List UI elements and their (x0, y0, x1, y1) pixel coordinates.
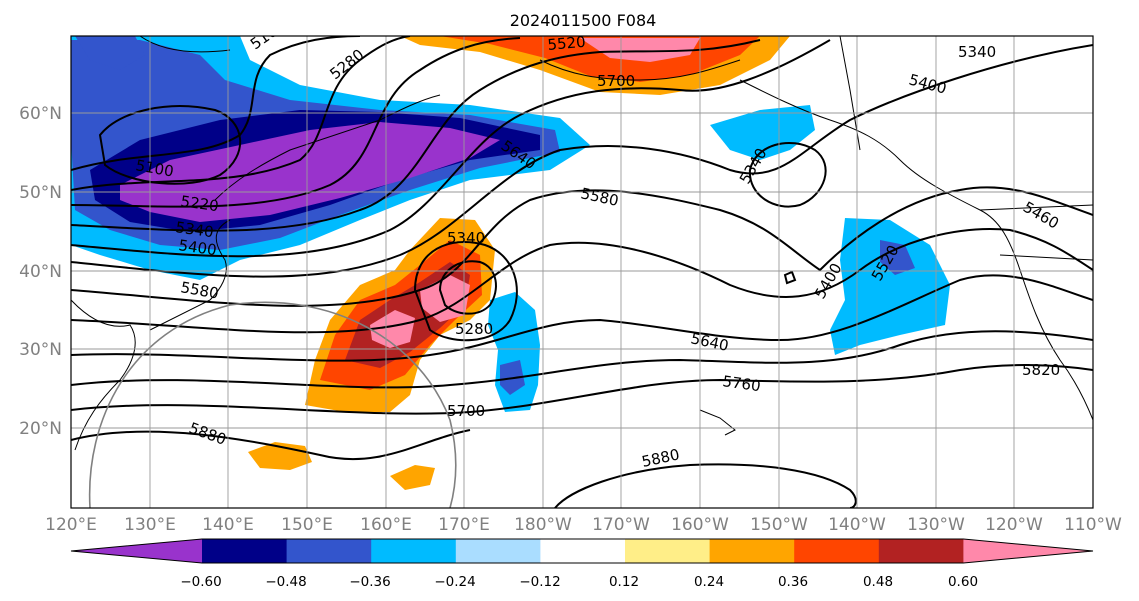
lon-label: 110°W (1064, 515, 1122, 535)
anomaly-shading (71, 36, 950, 490)
lon-label: 180°W (514, 515, 572, 535)
colorbar-tick-label: 0.48 (863, 574, 893, 590)
colorbar-tick-label: −0.60 (180, 574, 221, 590)
colorbar-segment (202, 539, 288, 563)
negative-anomaly-east-core (880, 240, 915, 275)
contour-label: 5400 (177, 236, 217, 259)
latitude-labels: 60°N 50°N 40°N 30°N 20°N (19, 104, 62, 439)
contour-label: 5760 (721, 372, 761, 395)
colorbar-segment (963, 539, 1093, 563)
map-frame (70, 35, 1094, 509)
colorbar-tick-labels: −0.60 −0.48 −0.36 −0.24 −0.12 0.12 0.24 … (180, 574, 978, 590)
lon-label: 150°W (750, 515, 808, 535)
colorbar-segment (878, 539, 964, 563)
contour-label: 5520 (547, 33, 587, 54)
colorbar-tick-label: −0.48 (265, 574, 306, 590)
lon-label: 120°E (45, 515, 97, 535)
lat-label: 30°N (19, 340, 62, 360)
negative-anomaly-topleft (75, 36, 145, 70)
colorbar-segment (709, 539, 795, 563)
colorbar-segment (286, 539, 372, 563)
colorbar-segment (540, 539, 626, 563)
colorbar-tick-label: 0.12 (609, 574, 639, 590)
positive-anomaly-north-pink (580, 38, 700, 62)
colorbar-segment (371, 539, 457, 563)
contour-label: 5700 (597, 72, 635, 90)
lon-label: 130°E (124, 515, 176, 535)
contour-label: 5340 (174, 218, 214, 241)
lon-label: 150°E (281, 515, 333, 535)
colorbar-tick-label: 0.36 (778, 574, 808, 590)
coastlines (71, 36, 1093, 451)
colorbar-tick-label: −0.24 (434, 574, 475, 590)
colorbar-segment (625, 539, 711, 563)
gridlines (71, 36, 1093, 508)
colorbar-segment (455, 539, 541, 563)
lon-label: 120°W (985, 515, 1043, 535)
contour-label: 5700 (447, 402, 485, 420)
colorbar (70, 538, 1094, 564)
lat-label: 40°N (19, 262, 62, 282)
lon-label: 140°E (202, 515, 254, 535)
negative-anomaly-east (830, 218, 950, 355)
colorbar-tick-label: 0.24 (694, 574, 724, 590)
lat-label: 50°N (19, 183, 62, 203)
lon-label: 170°W (592, 515, 650, 535)
lon-label: 140°W (828, 515, 886, 535)
positive-anomaly-small-2 (390, 465, 435, 490)
lon-label: 170°E (438, 515, 490, 535)
contour-label: 5340 (447, 229, 485, 247)
lon-label: 160°E (360, 515, 412, 535)
lat-label: 20°N (19, 419, 62, 439)
colorbar-tick-label: −0.36 (349, 574, 390, 590)
longitude-labels: 120°E 130°E 140°E 150°E 160°E 170°E 180°… (45, 515, 1122, 535)
colorbar-tick-label: −0.12 (519, 574, 560, 590)
contour-label: 5220 (179, 192, 219, 215)
contour-label: 5280 (455, 320, 493, 338)
negative-anomaly-alaska (710, 105, 815, 160)
lat-label: 60°N (19, 104, 62, 124)
contour-label: 5340 (958, 43, 996, 61)
map-title: 2024011500 F084 (510, 11, 657, 30)
negative-anomaly-darkest (120, 122, 500, 222)
positive-anomaly-central-pink (370, 310, 415, 348)
positive-anomaly-central-pink-2 (420, 275, 470, 322)
lon-label: 160°W (671, 515, 729, 535)
reference-arc (88, 301, 457, 508)
colorbar-outline (70, 538, 1094, 564)
colorbar-segment (794, 539, 880, 563)
colorbar-tick-label: 0.60 (948, 574, 978, 590)
lon-label: 130°W (907, 515, 965, 535)
contour-label: 5820 (1022, 361, 1060, 379)
colorbar-segment (71, 539, 202, 563)
